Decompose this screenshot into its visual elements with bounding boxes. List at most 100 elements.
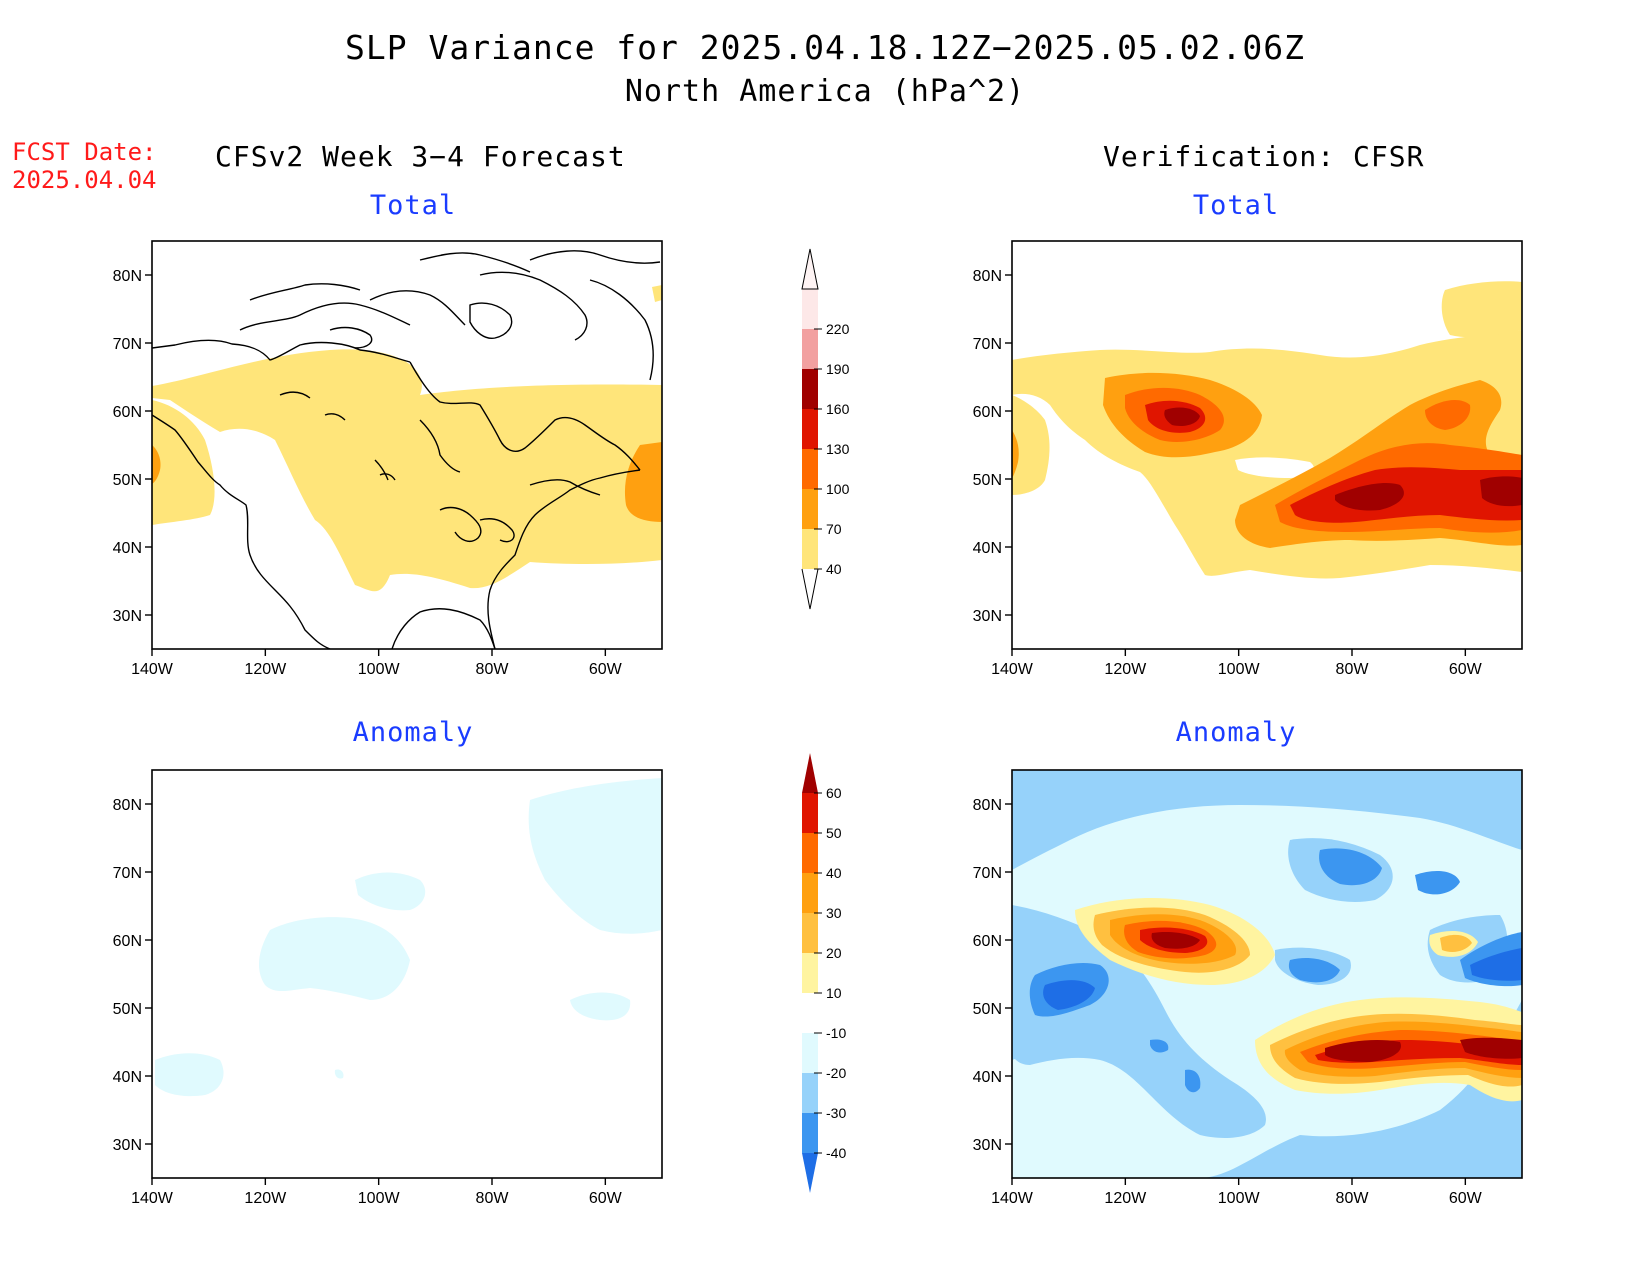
lat-tick-label: 50N	[113, 1001, 142, 1018]
colorbar-label: 30	[826, 905, 842, 921]
lat-tick-label: 30N	[113, 1137, 142, 1154]
lon-tick-label: 140W	[131, 661, 174, 678]
lat-tick-label: 60N	[973, 404, 1002, 421]
colorbar-segment	[802, 489, 818, 529]
colorbar-label: 130	[826, 441, 850, 457]
axis-ticks-verification-total: 80N 70N 60N 50N 40N 30N 140W 120W 100W 80W 60W	[973, 268, 1483, 678]
colorbar-segment	[802, 449, 818, 489]
panel-title-top-left: Total	[369, 190, 457, 221]
map-panel-verification-anomaly: 80N 70N 60N 50N 40N 30N 140W 120W 100W 80W 60W	[973, 769, 1523, 1207]
lat-tick-label: 70N	[113, 336, 142, 353]
anomaly-colorbar: -40 -30 -20 -10 10 20 30 40 50 60	[802, 753, 846, 1193]
colorbar-segment	[802, 329, 818, 369]
shading-verification-anomaly	[1012, 770, 1522, 1178]
lat-tick-label: 70N	[973, 336, 1002, 353]
colorbar-segment	[802, 289, 818, 329]
colorbar-label: 100	[826, 481, 850, 497]
colorbar-bottom-arrow	[802, 1153, 818, 1193]
lon-tick-label: 100W	[358, 661, 401, 678]
lon-tick-label: 100W	[1218, 1190, 1261, 1207]
lon-tick-label: 80W	[1336, 661, 1370, 678]
chart-subtitle: North America (hPa^2)	[624, 74, 1026, 109]
lon-tick-label: 120W	[244, 1190, 287, 1207]
lat-tick-label: 80N	[973, 268, 1002, 285]
colorbar-label: 40	[826, 561, 842, 577]
lat-tick-label: 50N	[973, 472, 1002, 489]
colorbar-label: -20	[826, 1065, 846, 1081]
lat-tick-label: 70N	[973, 865, 1002, 882]
frame-verification-anomaly	[1011, 769, 1523, 1179]
panel-title-top-right: Total	[1192, 190, 1280, 221]
frame-forecast-total	[151, 240, 663, 650]
colorbar-label: -30	[826, 1105, 846, 1121]
lon-tick-label: 120W	[1104, 1190, 1147, 1207]
colorbar-label: 160	[826, 401, 850, 417]
lon-tick-label: 100W	[1218, 661, 1261, 678]
total-colorbar: 40 70 100 130 160 190 220	[801, 248, 850, 610]
fcst-date-value: 2025.04.04	[12, 166, 157, 194]
frame-verification-total	[1011, 240, 1523, 650]
lat-tick-label: 30N	[113, 608, 142, 625]
panel-title-bottom-right: Anomaly	[1175, 717, 1297, 748]
lon-tick-label: 60W	[589, 1190, 623, 1207]
colorbar-bottom-arrow	[801, 568, 819, 610]
colorbar-label: 10	[826, 985, 842, 1001]
chart-title: SLP Variance for 2025.04.18.12Z−2025.05.…	[345, 28, 1305, 67]
colorbar-top-arrow	[801, 248, 819, 290]
map-panel-verification-total: 80N 70N 60N 50N 40N 30N 140W 120W 100W 80W 60W	[973, 240, 1523, 678]
colorbar-label: -10	[826, 1025, 846, 1041]
lat-tick-label: 40N	[973, 1069, 1002, 1086]
shading-forecast-anomaly	[155, 778, 662, 1097]
colorbar-segment	[802, 409, 818, 449]
map-panel-forecast-anomaly: 80N 70N 60N 50N 40N 30N 140W 120W 100W 80W 60W	[113, 769, 663, 1207]
lon-tick-label: 60W	[1449, 1190, 1483, 1207]
right-column-title: Verification: CFSR	[1103, 140, 1425, 173]
lat-tick-label: 80N	[113, 268, 142, 285]
colorbar-segment	[802, 993, 818, 1033]
colorbar-segment	[802, 529, 818, 569]
lon-tick-label: 140W	[131, 1190, 174, 1207]
colorbar-segment	[802, 833, 818, 873]
axis-ticks-forecast-anomaly: 80N 70N 60N 50N 40N 30N 140W 120W 100W 80W 60W	[113, 797, 623, 1207]
colorbar-segment	[802, 369, 818, 409]
lon-tick-label: 80W	[476, 661, 510, 678]
lat-tick-label: 60N	[973, 933, 1002, 950]
colorbar-label: 20	[826, 945, 842, 961]
colorbar-segment	[802, 953, 818, 993]
lon-tick-label: 140W	[991, 661, 1034, 678]
axis-ticks-forecast-total: 80N 70N 60N 50N 40N 30N 140W 120W 100W 80W 60W	[113, 268, 623, 678]
lon-tick-label: 140W	[991, 1190, 1034, 1207]
colorbar-segment	[802, 793, 818, 833]
lat-tick-label: 50N	[973, 1001, 1002, 1018]
lon-tick-label: 120W	[1104, 661, 1147, 678]
fcst-date: FCST Date: 2025.04.04	[12, 138, 157, 194]
shading-verification-total	[1012, 281, 1522, 579]
colorbar-top-arrow	[802, 753, 818, 793]
lon-tick-label: 60W	[1449, 661, 1483, 678]
axis-ticks-verification-anomaly: 80N 70N 60N 50N 40N 30N 140W 120W 100W 80W 60W	[973, 797, 1483, 1207]
colorbar-label: 40	[826, 865, 842, 881]
lat-tick-label: 60N	[113, 933, 142, 950]
lon-tick-label: 80W	[1336, 1190, 1370, 1207]
left-column-title: CFSv2 Week 3−4 Forecast	[215, 140, 626, 173]
lon-tick-label: 80W	[476, 1190, 510, 1207]
colorbar-segment	[802, 873, 818, 913]
lon-tick-label: 120W	[244, 661, 287, 678]
lat-tick-label: 40N	[113, 540, 142, 557]
shading-forecast-total	[152, 285, 662, 592]
colorbar-label: 60	[826, 785, 842, 801]
lat-tick-label: 40N	[113, 1069, 142, 1086]
colorbar-label: 190	[826, 361, 850, 377]
colorbar-label: -40	[826, 1145, 846, 1161]
map-panel-forecast-total: 80N 70N 60N 50N 40N 30N 140W 120W 100W 80W 60W	[113, 240, 663, 678]
coastlines-forecast-total	[152, 250, 661, 649]
lat-tick-label: 30N	[973, 608, 1002, 625]
colorbar-segment	[802, 1113, 818, 1153]
lat-tick-label: 70N	[113, 865, 142, 882]
lat-tick-label: 50N	[113, 472, 142, 489]
panel-title-bottom-left: Anomaly	[352, 717, 474, 748]
lat-tick-label: 30N	[973, 1137, 1002, 1154]
lon-tick-label: 100W	[358, 1190, 401, 1207]
lat-tick-label: 80N	[973, 797, 1002, 814]
lat-tick-label: 60N	[113, 404, 142, 421]
